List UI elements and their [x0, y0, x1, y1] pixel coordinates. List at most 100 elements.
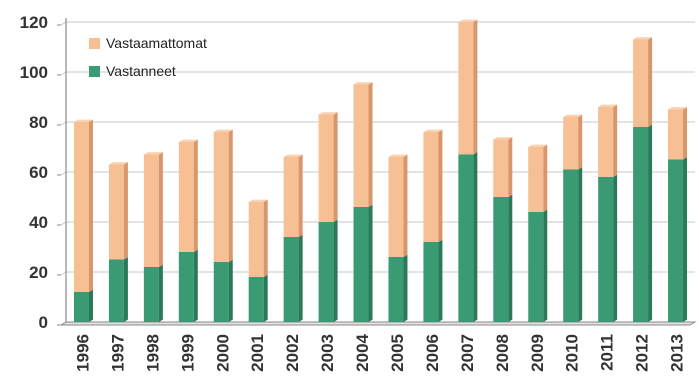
x-tick-label: 1997 — [108, 334, 127, 372]
gridline-perspective — [60, 21, 67, 26]
bar-side — [333, 219, 338, 322]
bar-top — [353, 82, 373, 85]
axes — [57, 18, 697, 326]
bar-segment-vastanneet — [668, 159, 684, 322]
bar-segment-vastanneet — [213, 262, 229, 322]
bar-segment-vastaamattomat — [248, 202, 264, 277]
legend-swatch — [89, 38, 100, 49]
legend-label: Vastanneet — [106, 63, 176, 79]
bar-side — [193, 139, 198, 252]
bar-top — [178, 139, 198, 142]
bar-side — [123, 162, 128, 260]
bar-segment-vastaamattomat — [73, 122, 89, 292]
y-tick-label: 0 — [39, 313, 48, 332]
bar-segment-vastaamattomat — [213, 132, 229, 262]
bar-side — [473, 19, 478, 155]
bar-top — [598, 104, 618, 107]
bar-top — [528, 144, 548, 147]
bar-segment-vastanneet — [143, 267, 159, 322]
bar-top — [633, 37, 653, 40]
bar-side — [508, 137, 513, 197]
bar-side — [88, 289, 93, 322]
gridline-perspective — [60, 271, 67, 276]
bar-segment-vastanneet — [73, 292, 89, 322]
bar-segment-vastanneet — [633, 127, 649, 322]
x-tick-label: 2002 — [283, 334, 302, 372]
bar-side — [613, 174, 618, 322]
bar-top — [493, 137, 513, 140]
y-tick-label: 100 — [20, 63, 48, 82]
bar-top — [318, 112, 338, 115]
bar-side — [578, 114, 583, 170]
bar-side — [543, 144, 548, 212]
bar-top — [248, 199, 268, 202]
bar-segment-vastaamattomat — [598, 107, 614, 177]
y-tick-label: 120 — [20, 13, 48, 32]
x-tick-label: 2003 — [318, 334, 337, 372]
bar-side — [263, 199, 268, 277]
bar-segment-vastaamattomat — [668, 109, 684, 160]
bar-side — [368, 82, 373, 207]
bar-side — [613, 104, 618, 177]
bar-segment-vastanneet — [528, 212, 544, 322]
bar-segment-vastaamattomat — [528, 147, 544, 212]
bar-side — [403, 254, 408, 322]
bar-segment-vastanneet — [598, 177, 614, 322]
bar-segment-vastanneet — [318, 222, 334, 322]
x-tick-label: 2008 — [493, 334, 512, 372]
x-tick-label: 2007 — [458, 334, 477, 372]
x-tick-label: 2012 — [633, 334, 652, 372]
x-tick-label: 2011 — [598, 334, 617, 371]
bar-side — [543, 209, 548, 322]
bar-side — [403, 154, 408, 257]
bar-segment-vastanneet — [178, 252, 194, 322]
bar-segment-vastaamattomat — [493, 139, 509, 197]
legend-label: Vastaamattomat — [106, 35, 207, 51]
gridlines — [60, 21, 695, 276]
gridline-perspective — [60, 171, 67, 176]
y-tick-label: 80 — [29, 113, 48, 132]
bar-side — [368, 204, 373, 322]
bar-segment-vastanneet — [388, 257, 404, 322]
x-tick-label: 1996 — [73, 334, 92, 372]
bar-side — [193, 249, 198, 322]
bars — [73, 19, 688, 322]
bar-side — [473, 152, 478, 322]
x-tick-labels: 1996 1997 1998 1999 2000 2001 2002 2003 2004 2005… — [73, 333, 686, 371]
bar-side — [228, 259, 233, 322]
bar-segment-vastaamattomat — [388, 157, 404, 257]
bar-top — [563, 114, 583, 117]
bar-side — [683, 157, 688, 322]
bar-side — [123, 257, 128, 322]
bar-top — [283, 154, 303, 157]
x-tick-label: 2009 — [528, 334, 547, 372]
bar-side — [438, 129, 443, 242]
bar-segment-vastaamattomat — [108, 164, 124, 260]
bar-top — [388, 154, 408, 157]
bar-top — [458, 19, 478, 22]
bar-side — [158, 152, 163, 267]
bar-segment-vastanneet — [563, 169, 579, 322]
bar-side — [683, 107, 688, 160]
bar-segment-vastanneet — [108, 259, 124, 322]
bar-segment-vastaamattomat — [633, 39, 649, 127]
bar-segment-vastanneet — [493, 197, 509, 322]
bar-segment-vastaamattomat — [353, 84, 369, 207]
bar-side — [508, 194, 513, 322]
x-tick-label: 1999 — [178, 334, 197, 372]
bar-side — [438, 239, 443, 322]
bar-top — [143, 152, 163, 155]
gridline-perspective — [60, 71, 67, 76]
y-tick-label: 40 — [29, 213, 48, 232]
bar-segment-vastanneet — [353, 207, 369, 322]
bar-side — [648, 124, 653, 322]
bar-segment-vastanneet — [248, 277, 264, 322]
bar-segment-vastanneet — [283, 237, 299, 322]
bar-top — [668, 107, 688, 110]
bar-side — [298, 154, 303, 237]
bar-top — [73, 119, 93, 122]
bar-side — [88, 119, 93, 292]
gridline-perspective — [60, 121, 67, 126]
bar-segment-vastaamattomat — [423, 132, 439, 242]
